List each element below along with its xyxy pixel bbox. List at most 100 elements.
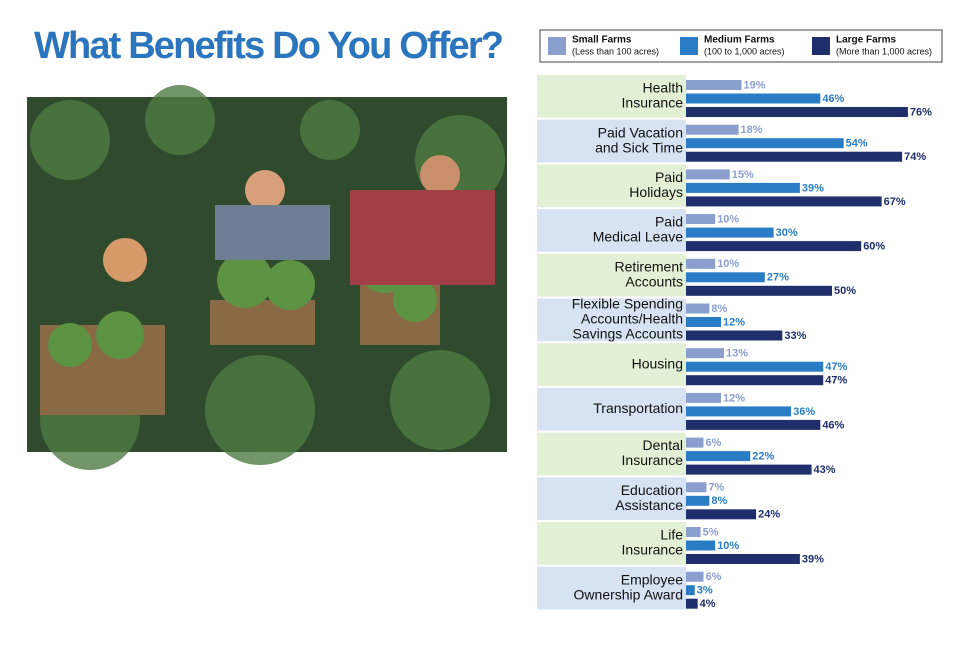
bar	[686, 554, 800, 564]
value-label: 10%	[717, 258, 739, 270]
category-label: Health	[643, 80, 683, 96]
value-label: 46%	[822, 93, 844, 105]
category-label: Paid	[655, 214, 683, 230]
value-label: 8%	[711, 495, 727, 507]
legend-note: (More than 1,000 acres)	[836, 46, 932, 56]
category-label: Medical Leave	[593, 229, 683, 245]
category-label: Transportation	[593, 400, 683, 416]
value-label: 8%	[711, 303, 727, 315]
value-label: 27%	[767, 272, 789, 284]
value-label: 46%	[822, 419, 844, 431]
bar	[686, 272, 765, 283]
category-label: Dental	[643, 437, 683, 453]
photo	[27, 85, 507, 470]
legend	[539, 29, 943, 63]
value-label: 43%	[814, 464, 836, 476]
legend-label: Large Farms	[836, 35, 896, 46]
category-label: Accounts	[625, 273, 683, 289]
bar	[686, 285, 832, 296]
row-band	[537, 387, 686, 431]
value-label: 47%	[825, 361, 847, 373]
category-label: Holidays	[629, 184, 683, 200]
category-label: Education	[621, 482, 683, 498]
legend-swatch	[680, 37, 698, 55]
bar	[686, 80, 742, 90]
category-label: Housing	[632, 355, 683, 371]
bar	[686, 375, 824, 386]
value-label: 76%	[910, 106, 932, 118]
legend-swatch	[548, 37, 566, 55]
legend-note: (Less than 100 acres)	[572, 46, 659, 56]
value-label: 50%	[834, 285, 856, 297]
value-label: 47%	[825, 375, 847, 387]
bar	[686, 540, 716, 551]
bar	[686, 585, 695, 596]
value-label: 7%	[708, 482, 724, 494]
row-band	[537, 432, 686, 476]
value-label: 33%	[784, 330, 806, 342]
category-label: Accounts/Health	[581, 311, 683, 327]
bar	[686, 169, 730, 180]
bar	[686, 527, 701, 537]
value-label: 10%	[717, 214, 739, 226]
value-label: 4%	[700, 598, 716, 610]
category-label: Employee	[621, 571, 683, 587]
bar	[686, 598, 698, 609]
category-label: Life	[660, 527, 683, 543]
row-band	[537, 164, 686, 208]
value-label: 5%	[703, 526, 719, 538]
bar	[686, 93, 821, 104]
value-label: 36%	[793, 406, 815, 418]
bar	[686, 406, 792, 417]
value-label: 10%	[717, 540, 739, 552]
bar	[686, 495, 710, 506]
bar	[686, 258, 716, 269]
row-band	[537, 477, 686, 520]
value-label: 39%	[802, 553, 824, 565]
value-label: 22%	[752, 451, 774, 463]
bar	[686, 214, 716, 225]
row-band	[537, 209, 686, 252]
value-label: 18%	[741, 124, 763, 136]
category-label: Insurance	[622, 542, 684, 558]
legend-note: (100 to 1,000 acres)	[704, 46, 785, 56]
category-label: Insurance	[622, 95, 684, 111]
bar	[686, 138, 844, 149]
row-band	[537, 119, 686, 163]
bar	[686, 303, 710, 314]
category-label: Ownership Award	[574, 586, 683, 602]
category-label: Savings Accounts	[572, 326, 683, 342]
category-label: Paid	[655, 169, 683, 185]
category-label: Flexible Spending	[572, 296, 683, 312]
bar	[686, 196, 882, 207]
row-band	[537, 566, 686, 610]
bar	[686, 392, 722, 403]
category-label: Paid Vacation	[598, 124, 683, 140]
bar	[686, 227, 774, 238]
bar	[686, 107, 908, 117]
value-label: 67%	[884, 196, 906, 208]
row-band	[537, 343, 686, 386]
value-label: 3%	[697, 585, 713, 597]
value-label: 6%	[706, 437, 722, 449]
legend-label: Medium Farms	[704, 35, 775, 46]
row-band	[537, 253, 686, 297]
bar	[686, 182, 800, 193]
bar	[686, 571, 704, 582]
legend-swatch	[812, 37, 830, 55]
category-label: Assistance	[615, 497, 683, 513]
bar	[686, 124, 739, 135]
bar	[686, 437, 704, 448]
bar	[686, 464, 812, 475]
bar	[686, 241, 862, 252]
value-label: 30%	[776, 227, 798, 239]
title: What Benefits Do You Offer?	[34, 25, 504, 67]
value-label: 12%	[723, 316, 745, 328]
bar	[686, 330, 783, 341]
value-label: 39%	[802, 182, 824, 194]
bar	[686, 451, 751, 462]
value-label: 60%	[863, 241, 885, 253]
value-label: 54%	[846, 138, 868, 150]
row-band	[537, 298, 686, 342]
value-label: 15%	[732, 169, 754, 181]
